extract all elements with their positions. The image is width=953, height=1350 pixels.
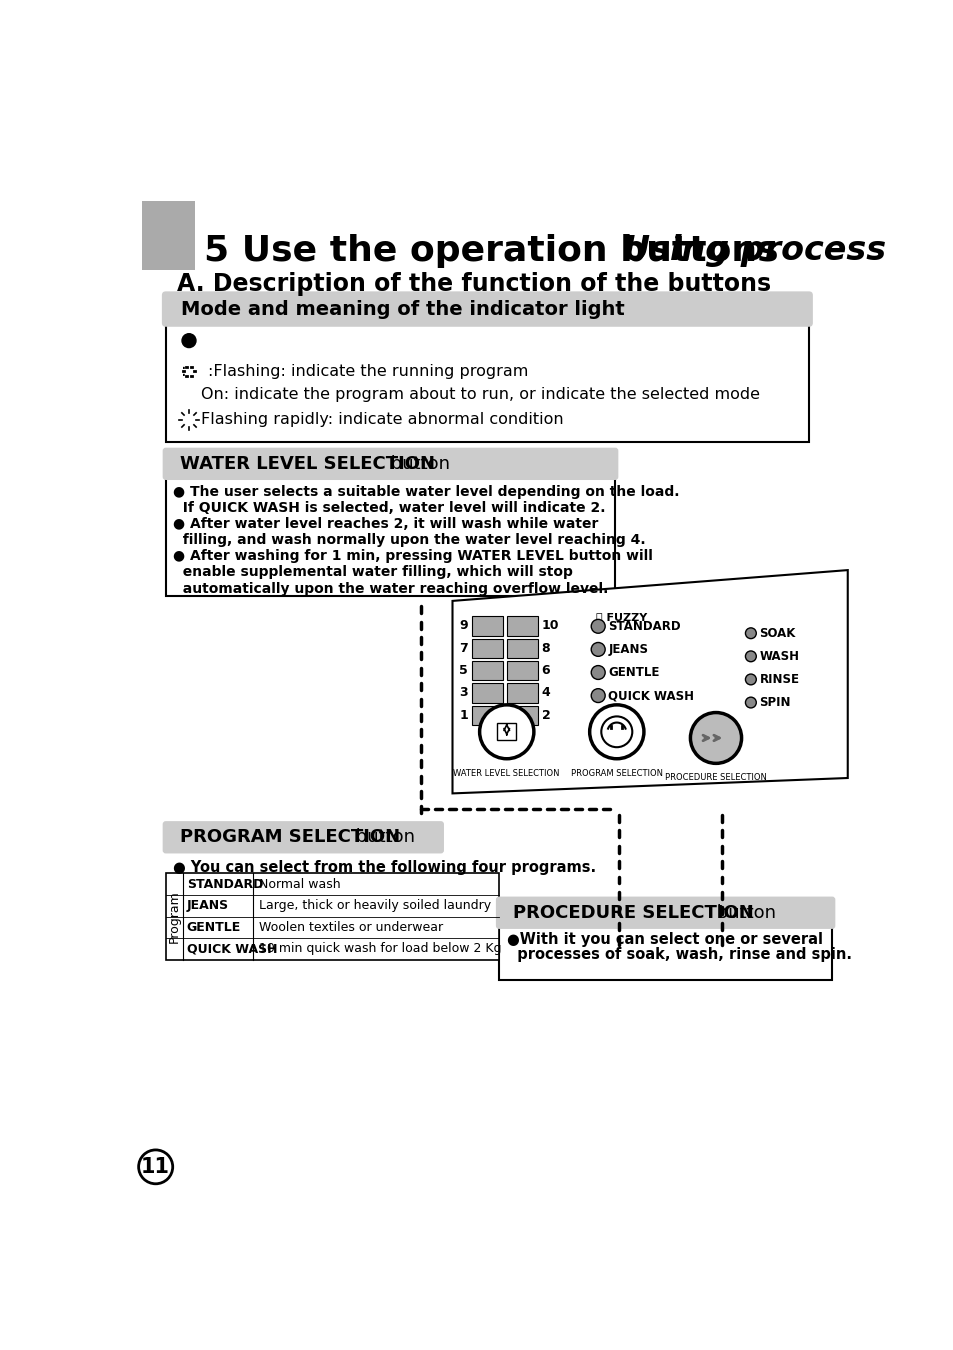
Text: ● After washing for 1 min, pressing WATER LEVEL button will: ● After washing for 1 min, pressing WATE…	[173, 549, 653, 563]
Text: PROGRAM SELECTION: PROGRAM SELECTION	[179, 829, 399, 846]
Polygon shape	[452, 570, 847, 794]
Circle shape	[744, 628, 756, 639]
Text: 3: 3	[459, 686, 468, 699]
Text: Woolen textiles or underwear: Woolen textiles or underwear	[258, 921, 442, 934]
Circle shape	[690, 713, 740, 763]
Text: 1: 1	[458, 709, 468, 722]
Bar	[166, 477, 615, 597]
Circle shape	[479, 705, 534, 759]
Text: WATER LEVEL SELECTION: WATER LEVEL SELECTION	[453, 768, 559, 778]
Bar	[506, 706, 537, 725]
Bar	[506, 617, 537, 636]
Bar	[472, 617, 502, 636]
Text: 5: 5	[458, 664, 468, 678]
FancyBboxPatch shape	[496, 896, 835, 929]
Text: STANDARD: STANDARD	[608, 620, 680, 633]
Text: Program: Program	[168, 890, 180, 942]
Bar	[506, 639, 537, 657]
Bar	[506, 662, 537, 680]
Text: ●With it you can select one or several: ●With it you can select one or several	[506, 931, 821, 946]
Text: button: button	[710, 903, 775, 922]
Bar	[472, 662, 502, 680]
Text: QUICK WASH: QUICK WASH	[187, 942, 277, 956]
Text: Flashing rapidly: indicate abnormal condition: Flashing rapidly: indicate abnormal cond…	[200, 413, 562, 428]
Text: Mode and meaning of the indicator light: Mode and meaning of the indicator light	[181, 300, 624, 319]
Bar	[166, 323, 808, 443]
Circle shape	[744, 651, 756, 661]
Text: enable supplemental water filling, which will stop: enable supplemental water filling, which…	[173, 566, 573, 579]
Bar	[497, 722, 516, 740]
Bar	[498, 926, 831, 980]
Text: automatically upon the water reaching overflow level.: automatically upon the water reaching ov…	[173, 582, 608, 595]
Circle shape	[744, 674, 756, 684]
Text: SOAK: SOAK	[759, 626, 795, 640]
Text: JEANS: JEANS	[187, 899, 229, 913]
Text: JEANS: JEANS	[608, 643, 648, 656]
Text: 8: 8	[541, 641, 550, 655]
Text: SPIN: SPIN	[759, 697, 790, 709]
Circle shape	[182, 333, 195, 347]
Text: 9: 9	[459, 620, 468, 632]
Text: ● The user selects a suitable water level depending on the load.: ● The user selects a suitable water leve…	[173, 485, 679, 498]
Text: 10 min quick wash for load below 2 Kg: 10 min quick wash for load below 2 Kg	[258, 942, 500, 956]
Text: ● After water level reaches 2, it will wash while water: ● After water level reaches 2, it will w…	[173, 517, 598, 531]
Text: 2: 2	[541, 709, 550, 722]
Text: PROCEDURE SELECTION: PROCEDURE SELECTION	[513, 903, 753, 922]
Text: RINSE: RINSE	[759, 672, 799, 686]
Text: Large, thick or heavily soiled laundry: Large, thick or heavily soiled laundry	[258, 899, 491, 913]
Bar	[166, 873, 498, 960]
FancyBboxPatch shape	[162, 448, 618, 481]
Bar	[472, 683, 502, 702]
Text: processes of soak, wash, rinse and spin.: processes of soak, wash, rinse and spin.	[506, 948, 851, 963]
Bar	[472, 639, 502, 657]
Text: GENTLE: GENTLE	[187, 921, 241, 934]
Circle shape	[591, 688, 604, 702]
Circle shape	[591, 643, 604, 656]
Text: 5 Use the operation buttons: 5 Use the operation buttons	[204, 234, 779, 267]
Text: button: button	[385, 455, 450, 472]
Text: GENTLE: GENTLE	[608, 666, 659, 679]
Text: On: indicate the program about to run, or indicate the selected mode: On: indicate the program about to run, o…	[200, 387, 759, 402]
Text: 10: 10	[541, 620, 558, 632]
FancyBboxPatch shape	[162, 292, 812, 327]
Text: STANDARD: STANDARD	[187, 878, 263, 891]
Text: WATER LEVEL SELECTION: WATER LEVEL SELECTION	[179, 455, 435, 472]
Text: 4: 4	[541, 686, 550, 699]
Circle shape	[744, 697, 756, 707]
FancyBboxPatch shape	[162, 821, 443, 853]
Text: button: button	[350, 829, 415, 846]
Text: Normal wash: Normal wash	[258, 878, 340, 891]
Text: WASH: WASH	[759, 649, 799, 663]
Text: :Flashing: indicate the running program: :Flashing: indicate the running program	[208, 364, 528, 379]
Text: A. Description of the function of the buttons: A. Description of the function of the bu…	[177, 271, 771, 296]
Bar	[142, 201, 195, 270]
Text: Ⓕ FUZZY: Ⓕ FUZZY	[596, 612, 646, 622]
Bar	[472, 706, 502, 725]
Bar	[506, 683, 537, 702]
Text: PROCEDURE SELECTION: PROCEDURE SELECTION	[664, 774, 766, 783]
Circle shape	[589, 705, 643, 759]
Text: 6: 6	[541, 664, 550, 678]
Text: filling, and wash normally upon the water level reaching 4.: filling, and wash normally upon the wate…	[173, 533, 645, 547]
Text: PROGRAM SELECTION: PROGRAM SELECTION	[570, 768, 662, 778]
Text: ● You can select from the following four programs.: ● You can select from the following four…	[173, 860, 596, 875]
Circle shape	[591, 620, 604, 633]
Text: Using process: Using process	[622, 234, 885, 267]
Text: :: :	[181, 362, 187, 379]
Text: 7: 7	[458, 641, 468, 655]
Text: If QUICK WASH is selected, water level will indicate 2.: If QUICK WASH is selected, water level w…	[173, 501, 605, 514]
Text: QUICK WASH: QUICK WASH	[608, 688, 694, 702]
Circle shape	[138, 1150, 172, 1184]
Text: 11: 11	[141, 1157, 170, 1177]
Circle shape	[591, 666, 604, 679]
